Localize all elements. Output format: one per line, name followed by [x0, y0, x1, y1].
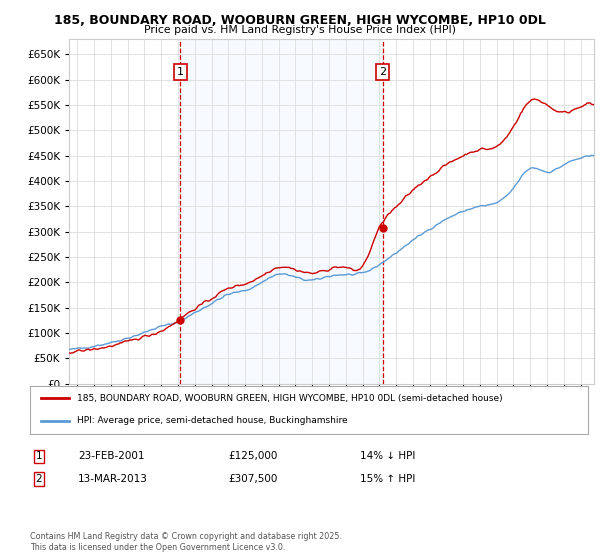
- Text: 185, BOUNDARY ROAD, WOOBURN GREEN, HIGH WYCOMBE, HP10 0DL: 185, BOUNDARY ROAD, WOOBURN GREEN, HIGH …: [54, 14, 546, 27]
- Text: 2: 2: [35, 474, 43, 484]
- Text: 1: 1: [177, 67, 184, 77]
- Text: 23-FEB-2001: 23-FEB-2001: [78, 451, 145, 461]
- Text: HPI: Average price, semi-detached house, Buckinghamshire: HPI: Average price, semi-detached house,…: [77, 416, 348, 425]
- Text: £125,000: £125,000: [228, 451, 277, 461]
- Text: 1: 1: [35, 451, 43, 461]
- Text: £307,500: £307,500: [228, 474, 277, 484]
- Text: Price paid vs. HM Land Registry's House Price Index (HPI): Price paid vs. HM Land Registry's House …: [144, 25, 456, 35]
- Text: 15% ↑ HPI: 15% ↑ HPI: [360, 474, 415, 484]
- Text: 185, BOUNDARY ROAD, WOOBURN GREEN, HIGH WYCOMBE, HP10 0DL (semi-detached house): 185, BOUNDARY ROAD, WOOBURN GREEN, HIGH …: [77, 394, 503, 403]
- Text: Contains HM Land Registry data © Crown copyright and database right 2025.
This d: Contains HM Land Registry data © Crown c…: [30, 532, 342, 552]
- Text: 14% ↓ HPI: 14% ↓ HPI: [360, 451, 415, 461]
- Text: 13-MAR-2013: 13-MAR-2013: [78, 474, 148, 484]
- Bar: [181, 39, 383, 384]
- Text: 2: 2: [379, 67, 386, 77]
